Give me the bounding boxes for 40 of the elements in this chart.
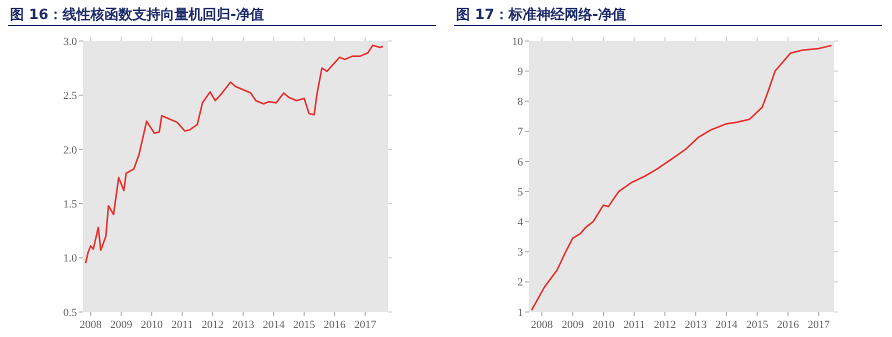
x-tick-label: 2015 [746,319,769,331]
x-tick-label: 2010 [140,319,164,331]
chart-title: 图 17：标准神经网络-净值 [456,6,626,23]
y-tick-label: 1.0 [63,252,78,265]
x-tick-label: 2008 [80,319,102,331]
x-tick-label: 2014 [262,319,286,331]
y-tick-label: 9 [518,66,524,78]
y-tick-label: 3 [518,246,524,259]
line-series [530,44,832,311]
x-tick-label: 2015 [293,319,316,331]
x-tick-label: 2013 [232,319,255,331]
y-tick-label: 5 [518,186,524,198]
x-tick-label: 2011 [623,319,645,331]
chart-title: 图 16：线性核函数支持向量机回归-净值 [10,7,264,23]
x-tick-label: 2008 [530,319,554,331]
y-tick-label: 6 [518,156,524,168]
line-series [84,44,384,264]
x-tick-label: 2010 [592,319,615,331]
x-tick-label: 2009 [110,319,133,331]
x-tick-label: 2009 [562,319,584,331]
y-tick-label: 2 [518,276,523,289]
y-tick-label: 4 [518,216,524,229]
y-tick-label: 10 [512,36,524,48]
x-tick-label: 2017 [808,319,830,331]
x-tick-label: 2016 [324,319,346,331]
x-tick-label: 2011 [171,319,193,331]
x-tick-label: 2016 [776,319,800,331]
y-tick-label: 0.5 [63,306,78,319]
y-tick-label: 8 [518,96,524,108]
x-tick-label: 2012 [202,319,224,331]
y-tick-label: 1.5 [63,198,78,210]
y-tick-label: 1 [518,306,523,319]
x-tick-label: 2013 [684,319,708,331]
y-tick-label: 2.5 [63,90,78,102]
y-tick-label: 7 [518,126,524,138]
y-tick-label: 3.0 [63,36,78,48]
x-tick-label: 2012 [654,319,676,331]
x-tick-label: 2017 [354,319,377,331]
y-tick-label: 2.0 [63,144,78,156]
x-tick-label: 2014 [715,319,738,331]
